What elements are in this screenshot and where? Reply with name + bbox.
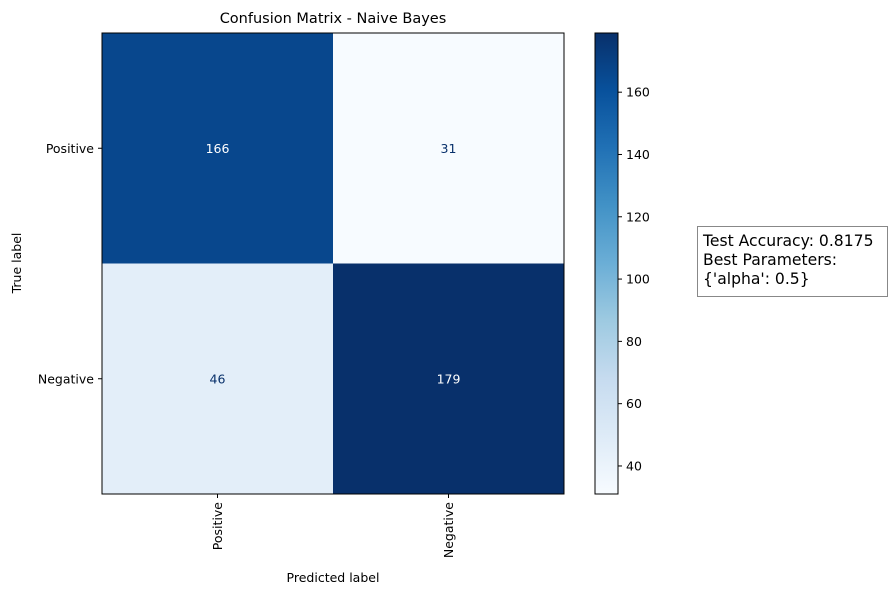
matrix-cell	[333, 263, 565, 495]
matrix-cells: 166 31 46 179	[102, 33, 565, 495]
x-tick-label: Positive	[210, 502, 225, 550]
colorbar	[594, 32, 619, 495]
colorbar-tick-label: 120	[626, 209, 650, 224]
colorbar-tick-label: 40	[626, 458, 642, 473]
accuracy-line: Test Accuracy: 0.8175	[703, 232, 874, 250]
cell-value-label: 46	[210, 371, 226, 386]
colorbar-tick-label: 140	[626, 147, 650, 162]
accuracy-annotation-box: Test Accuracy: 0.8175 Best Parameters: {…	[697, 226, 888, 297]
colorbar-ticks: 40 60 80 100 120 140 160	[618, 85, 650, 473]
params-value-line: {'alpha': 0.5}	[703, 270, 810, 288]
matrix-cell	[102, 33, 334, 264]
y-axis-label: True label	[9, 233, 24, 295]
params-heading-line: Best Parameters:	[703, 251, 837, 269]
chart-title: Confusion Matrix - Naive Bayes	[220, 11, 447, 27]
cell-value-label: 31	[441, 141, 457, 156]
colorbar-tick-label: 160	[626, 85, 650, 100]
axis-ticks: Positive Negative Positive Negative	[38, 141, 456, 558]
plot-frame	[101, 32, 565, 495]
colorbar-tick-label: 60	[626, 396, 642, 411]
y-tick-label: Negative	[38, 371, 94, 386]
cell-value-label: 179	[437, 371, 461, 386]
matrix-cell	[333, 33, 565, 264]
x-tick-label: Negative	[441, 502, 456, 558]
y-tick-label: Positive	[46, 141, 94, 156]
colorbar-tick-label: 100	[626, 272, 650, 287]
cell-value-label: 166	[206, 141, 230, 156]
matrix-cell	[102, 263, 334, 495]
colorbar-tick-label: 80	[626, 334, 642, 349]
x-axis-label: Predicted label	[287, 570, 380, 585]
